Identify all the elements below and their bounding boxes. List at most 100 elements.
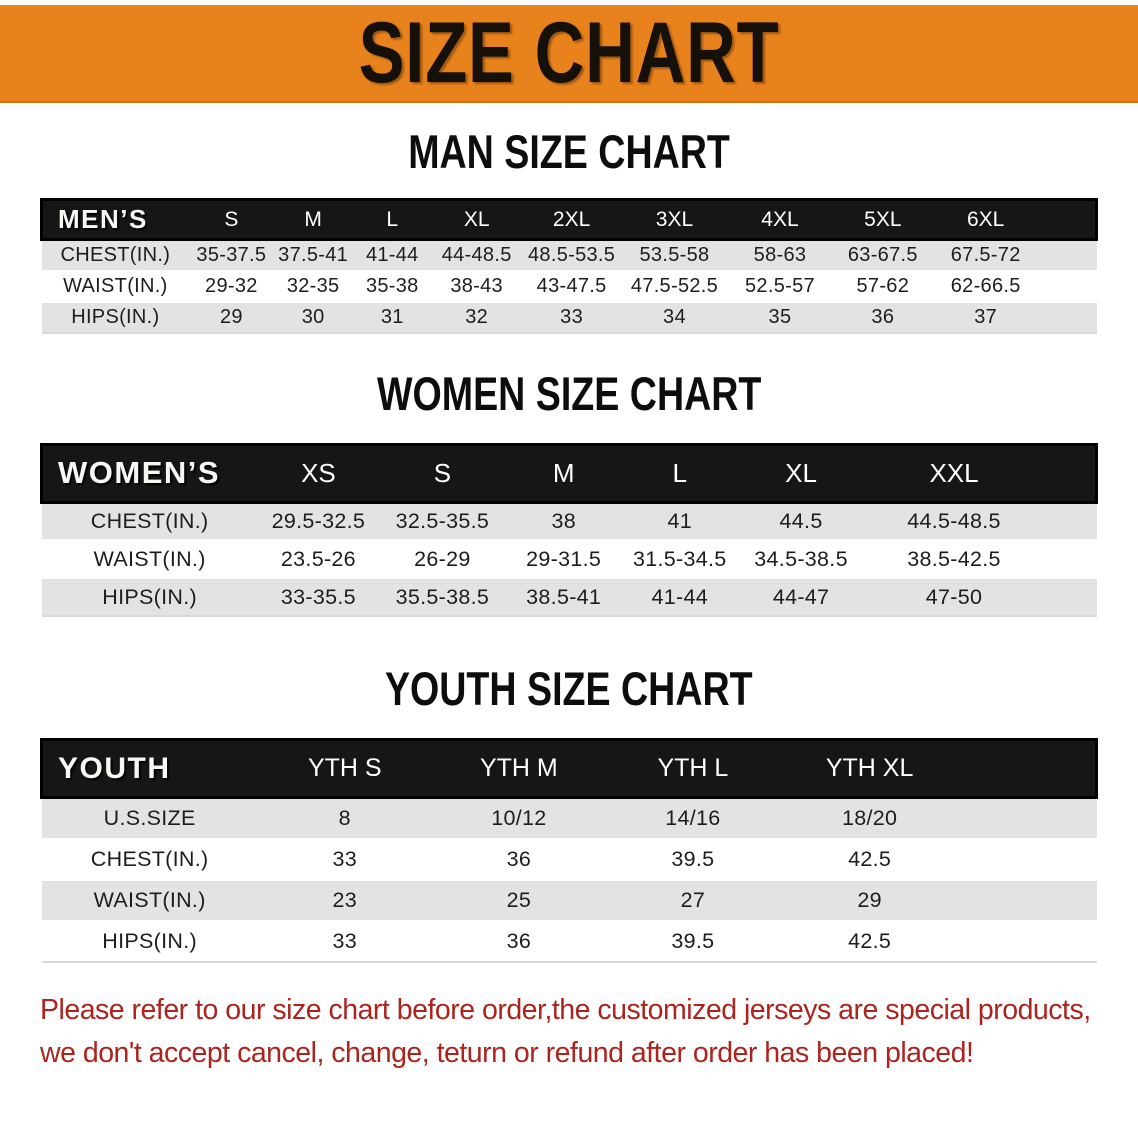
size-value-cell: 47.5-52.5	[621, 269, 728, 303]
size-column-header: S	[189, 198, 274, 241]
men-group-label: MEN’S	[40, 198, 190, 241]
size-value-cell: 29-31.5	[505, 539, 622, 579]
men-section-heading: MAN SIZE CHART	[408, 125, 730, 178]
measurement-row-label: CHEST(IN.)	[41, 238, 190, 272]
size-value-cell: 42.5	[779, 837, 960, 881]
size-column-header: 3XL	[621, 198, 728, 241]
size-column-header: S	[379, 442, 506, 504]
size-value-cell: 33	[257, 919, 432, 963]
size-value-cell: 63-67.5	[832, 238, 933, 272]
size-value-cell: 38.5-41	[505, 577, 622, 617]
measurement-row-label: HIPS(IN.)	[41, 919, 258, 963]
size-value-cell: 37.5-41	[273, 238, 353, 272]
size-value-cell: 42.5	[779, 919, 960, 963]
size-column-header: YTH L	[605, 738, 780, 799]
spacer-cell	[959, 919, 1097, 963]
women-group-label: WOMEN’S	[39, 442, 258, 504]
table-row: U.S.SIZE 8 10/12 14/16 18/20	[41, 796, 1097, 840]
size-value-cell: 25	[431, 878, 606, 922]
size-value-cell: 33	[521, 300, 622, 334]
table-row: HIPS(IN.) 33 36 39.5 42.5	[41, 919, 1097, 963]
size-value-cell: 14/16	[605, 796, 780, 840]
size-value-cell: 10/12	[431, 796, 606, 840]
size-value-cell: 44-47	[737, 577, 865, 617]
size-value-cell: 33	[257, 837, 432, 881]
size-value-cell: 41-44	[352, 238, 432, 272]
size-column-header: M	[273, 198, 353, 241]
size-column-header: 4XL	[727, 198, 833, 241]
women-section-heading: WOMEN SIZE CHART	[376, 366, 762, 420]
measurement-row-label: WAIST(IN.)	[41, 878, 258, 922]
size-value-cell: 35-38	[352, 269, 432, 303]
measurement-row-label: WAIST(IN.)	[41, 539, 258, 579]
spacer-cell	[959, 738, 1099, 799]
size-value-cell: 27	[605, 878, 780, 922]
spacer-cell	[1043, 577, 1097, 617]
disclaimer-note: Please refer to our size chart before or…	[40, 989, 1138, 1076]
size-value-cell: 36	[832, 300, 933, 334]
size-value-cell: 67.5-72	[932, 238, 1039, 272]
size-column-header: XS	[257, 442, 380, 504]
size-value-cell: 39.5	[605, 837, 780, 881]
size-value-cell: 44.5	[737, 501, 865, 541]
measurement-row-label: HIPS(IN.)	[41, 300, 190, 334]
size-value-cell: 31	[352, 300, 432, 334]
size-column-header: XL	[737, 442, 865, 504]
size-value-cell: 8	[257, 796, 432, 840]
measurement-row-label: WAIST(IN.)	[41, 269, 190, 303]
size-column-header: XL	[431, 198, 522, 241]
size-value-cell: 47-50	[864, 577, 1044, 617]
disclaimer-line-2: we don't accept cancel, change, teturn o…	[40, 1036, 974, 1069]
men-size-chart-section: MAN SIZE CHART MEN’S S M L XL 2XL 3XL 4X…	[0, 103, 1138, 334]
size-value-cell: 52.5-57	[727, 269, 833, 303]
size-value-cell: 26-29	[379, 539, 506, 579]
size-value-cell: 23.5-26	[257, 539, 380, 579]
size-value-cell: 29	[779, 878, 960, 922]
women-size-chart-section: WOMEN SIZE CHART WOMEN’S XS S M L XL XXL	[0, 334, 1138, 617]
size-value-cell: 31.5-34.5	[621, 539, 738, 579]
size-value-cell: 38	[505, 501, 622, 541]
spacer-cell	[959, 796, 1097, 840]
size-value-cell: 37	[932, 300, 1039, 334]
table-row: HIPS(IN.) 33-35.5 35.5-38.5 38.5-41 41-4…	[41, 577, 1097, 617]
size-value-cell: 36	[431, 919, 606, 963]
table-row: HIPS(IN.) 29 30 31 32 33 34 35 36 37	[41, 300, 1097, 334]
size-value-cell: 57-62	[832, 269, 933, 303]
size-column-header: L	[352, 198, 432, 241]
size-value-cell: 35	[727, 300, 833, 334]
size-chart-graphic: SIZE CHART MAN SIZE CHART MEN’S S M L XL…	[0, 5, 1138, 1075]
size-value-cell: 38.5-42.5	[864, 539, 1044, 579]
size-value-cell: 34.5-38.5	[737, 539, 865, 579]
size-value-cell: 23	[257, 878, 432, 922]
youth-header-row: YOUTH YTH S YTH M YTH L YTH XL	[39, 738, 1099, 799]
size-value-cell: 41-44	[621, 577, 738, 617]
spacer-cell	[1038, 198, 1099, 241]
men-header-row: MEN’S S M L XL 2XL 3XL 4XL 5XL 6XL	[40, 198, 1099, 241]
measurement-row-label: U.S.SIZE	[41, 796, 258, 840]
size-value-cell: 32	[431, 300, 522, 334]
measurement-row-label: HIPS(IN.)	[41, 577, 258, 617]
size-value-cell: 33-35.5	[257, 577, 380, 617]
size-value-cell: 35.5-38.5	[379, 577, 506, 617]
spacer-cell	[1038, 238, 1097, 272]
size-column-header: YTH S	[257, 738, 432, 799]
banner-title: SIZE CHART	[358, 5, 780, 101]
disclaimer-line-1: Please refer to our size chart before or…	[40, 993, 1091, 1026]
women-header-row: WOMEN’S XS S M L XL XXL	[39, 442, 1098, 504]
spacer-cell	[959, 837, 1097, 881]
youth-size-chart-section: YOUTH SIZE CHART YOUTH YTH S YTH M YTH L…	[0, 617, 1138, 963]
size-value-cell: 38-43	[431, 269, 522, 303]
size-column-header: M	[505, 442, 622, 504]
spacer-cell	[1043, 539, 1097, 579]
youth-section-heading: YOUTH SIZE CHART	[385, 662, 753, 715]
spacer-cell	[1043, 501, 1097, 541]
size-value-cell: 32-35	[273, 269, 353, 303]
size-value-cell: 34	[621, 300, 728, 334]
measurement-row-label: CHEST(IN.)	[41, 837, 258, 881]
size-value-cell: 41	[621, 501, 738, 541]
size-value-cell: 36	[431, 837, 606, 881]
youth-group-label: YOUTH	[39, 738, 258, 799]
spacer-cell	[1043, 442, 1098, 504]
size-column-header: 5XL	[832, 198, 933, 241]
spacer-cell	[1038, 300, 1097, 334]
